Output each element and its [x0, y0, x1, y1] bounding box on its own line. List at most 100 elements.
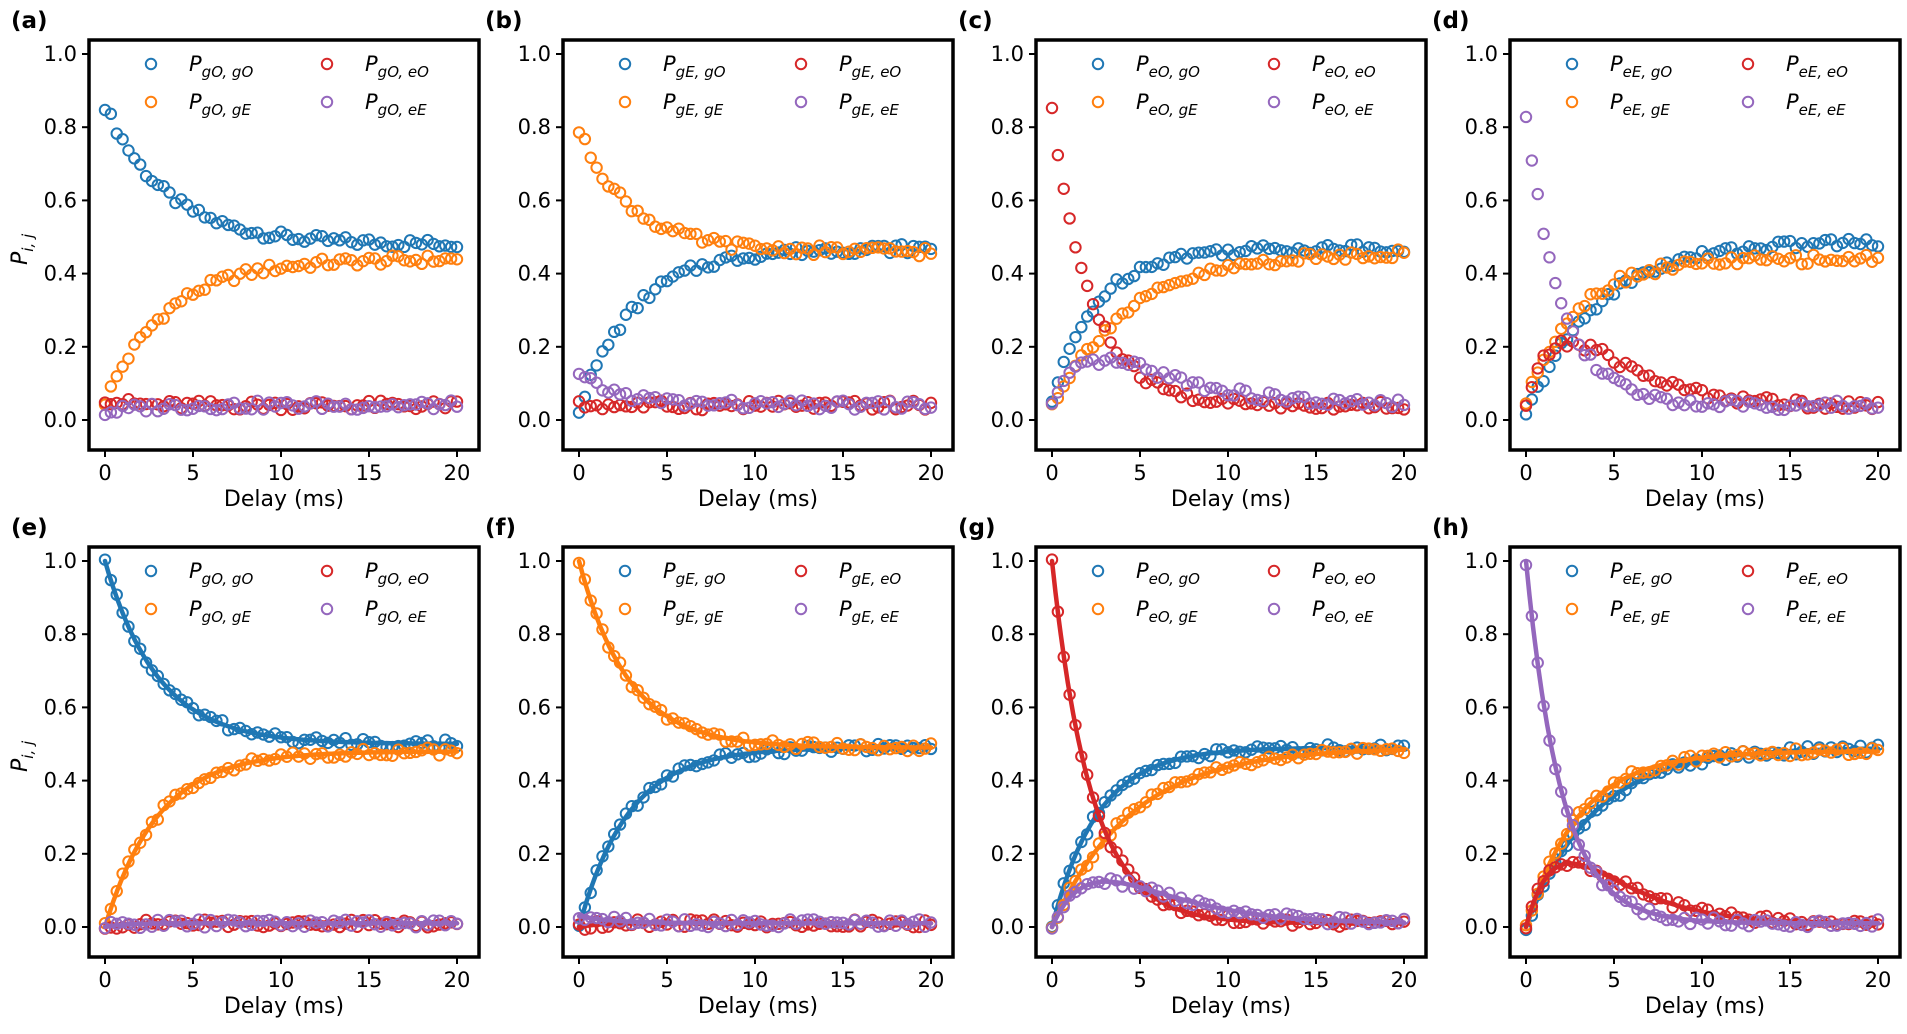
data-point	[1742, 251, 1756, 265]
data-point	[590, 359, 603, 372]
data-point	[602, 180, 615, 193]
legend-label-main: P	[1312, 52, 1325, 76]
legend-label: PgO, eO	[365, 52, 429, 81]
data-point	[719, 234, 732, 248]
data-point	[198, 400, 211, 413]
x-tick-label: 15	[1777, 461, 1804, 485]
y-tick-label: 0.4	[1465, 769, 1498, 793]
data-point	[1204, 262, 1217, 275]
legend-label-main: P	[365, 52, 378, 76]
legend-label: PeE, eO	[1786, 52, 1848, 81]
data-point	[192, 203, 206, 217]
data-point	[186, 205, 200, 218]
data-point	[1777, 919, 1791, 932]
data-point	[1122, 775, 1135, 788]
data-point	[1233, 257, 1246, 270]
data-point	[321, 258, 335, 272]
data-point	[1748, 913, 1762, 927]
legend-label-main: P	[663, 597, 676, 621]
series-P-gO-gO	[98, 103, 464, 254]
fit-line	[576, 745, 934, 930]
legend-marker	[794, 57, 808, 71]
data-point	[1345, 394, 1358, 408]
data-point	[321, 397, 335, 410]
data-point	[1169, 276, 1182, 290]
x-axis-label: Delay (ms)	[698, 487, 818, 512]
data-point	[924, 242, 938, 256]
y-tick-label: 0.4	[518, 769, 551, 793]
y-tick-label: 0.8	[991, 622, 1024, 646]
data-point	[1531, 366, 1544, 379]
data-point	[1648, 388, 1662, 402]
data-point	[731, 254, 744, 267]
legend-marker	[1565, 57, 1579, 71]
data-point	[795, 241, 809, 254]
x-tick-label: 10	[268, 968, 295, 992]
data-point	[1127, 359, 1141, 373]
legend-marker	[1267, 602, 1281, 616]
legend-label-sub: eE, eO	[1799, 570, 1848, 588]
data-point	[1057, 355, 1070, 369]
data-point	[649, 780, 662, 794]
data-point	[1180, 379, 1194, 392]
data-point	[386, 249, 399, 262]
data-point	[1098, 324, 1112, 337]
legend-marker	[618, 95, 632, 109]
data-point	[180, 920, 194, 933]
legend-label: PgE, eO	[839, 559, 901, 588]
data-point	[1525, 381, 1539, 394]
data-point	[701, 261, 715, 274]
data-point	[1374, 393, 1387, 407]
data-point	[298, 400, 311, 413]
data-point	[1110, 356, 1123, 369]
y-tick-label: 0.2	[518, 335, 551, 359]
legend-label-sub: gE, eE	[852, 101, 900, 119]
data-point	[584, 399, 597, 413]
data-point	[654, 275, 668, 288]
data-point	[450, 253, 464, 266]
data-point	[1368, 252, 1381, 265]
data-point	[625, 394, 638, 408]
data-point	[1689, 381, 1703, 395]
data-point	[427, 237, 440, 251]
data-point	[1701, 397, 1715, 410]
data-point	[1672, 396, 1685, 409]
legend-label-main: P	[1312, 559, 1325, 583]
data-point	[1063, 371, 1076, 385]
data-point	[175, 693, 188, 706]
data-point	[613, 388, 627, 401]
legend-label-sub: gO, gO	[202, 570, 254, 588]
data-point	[637, 289, 650, 302]
data-point	[1210, 395, 1223, 408]
data-point	[684, 227, 697, 241]
data-point	[433, 254, 446, 268]
y-tick-label: 0.8	[518, 115, 551, 139]
data-point	[1210, 264, 1223, 277]
data-point	[304, 914, 317, 927]
legend-label-main: P	[663, 52, 676, 76]
data-point	[227, 274, 241, 288]
data-point	[1345, 238, 1358, 252]
data-point	[151, 669, 165, 683]
legend-label: PeO, eE	[1312, 597, 1374, 626]
data-point	[590, 376, 603, 389]
x-tick-label: 0	[98, 461, 111, 485]
data-point	[631, 204, 644, 218]
data-point	[1854, 399, 1867, 413]
data-point	[602, 338, 615, 351]
data-point	[104, 380, 118, 393]
data-point	[672, 266, 685, 279]
data-point	[854, 738, 867, 751]
data-point	[263, 231, 276, 245]
data-point	[444, 240, 458, 254]
x-tick-label: 0	[98, 968, 111, 992]
x-axis-label: Delay (ms)	[698, 994, 818, 1019]
data-point	[1198, 246, 1211, 259]
data-point	[1274, 393, 1288, 407]
data-point	[842, 743, 856, 756]
data-point	[719, 251, 732, 264]
legend-label: PeE, gE	[1610, 90, 1670, 119]
y-tick-label: 0.6	[991, 188, 1024, 212]
data-point	[227, 914, 241, 927]
